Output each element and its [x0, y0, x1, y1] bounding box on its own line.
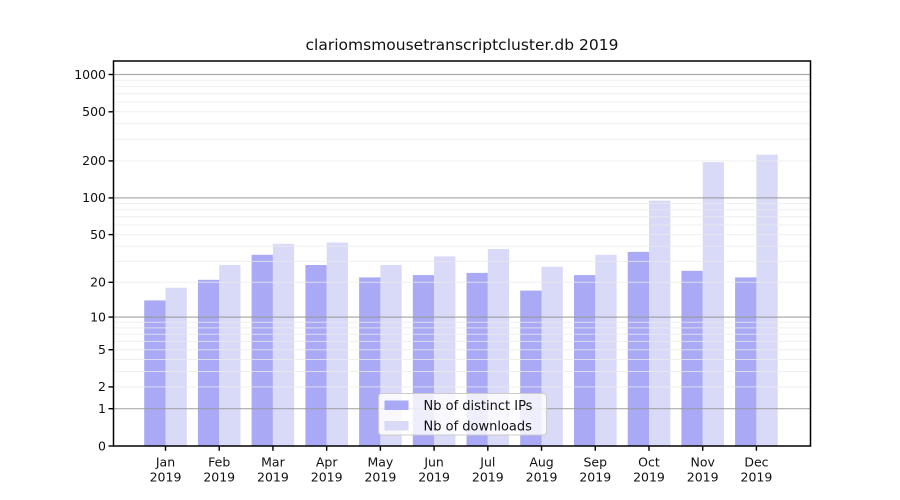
bar-ips-may [359, 277, 381, 446]
y-tick-label: 5 [98, 342, 106, 357]
bar-ips-sep [574, 275, 596, 446]
bar-ips-jan [144, 300, 166, 446]
x-tick-label-month: Jun [423, 455, 444, 470]
x-tick-label-year: 2019 [741, 470, 773, 485]
bar-ips-oct [627, 251, 649, 446]
y-tick-label: 200 [82, 153, 106, 168]
bar-ips-mar [251, 254, 273, 446]
x-tick-label-year: 2019 [150, 470, 182, 485]
bar-ips-apr [305, 265, 327, 446]
legend-label-ips: Nb of distinct IPs [424, 399, 533, 414]
x-tick-label-month: Nov [690, 455, 715, 470]
x-tick-label-month: Apr [316, 455, 338, 470]
x-tick-label-month: Feb [208, 455, 230, 470]
x-tick-label-year: 2019 [687, 470, 719, 485]
x-tick-label-month: Oct [638, 455, 660, 470]
x-tick-label-month: Dec [744, 455, 768, 470]
bar-downloads-oct [649, 200, 671, 446]
chart-title: clariomsmousetranscriptcluster.db 2019 [306, 36, 619, 54]
x-tick-label-month: Jan [155, 455, 175, 470]
x-tick-label-month: Sep [583, 455, 607, 470]
x-tick-label-year: 2019 [526, 470, 558, 485]
bar-downloads-apr [326, 242, 348, 446]
legend-label-downloads: Nb of downloads [424, 420, 533, 435]
x-tick-label-year: 2019 [311, 470, 343, 485]
y-tick-label: 1000 [74, 67, 106, 82]
bar-downloads-nov [702, 162, 724, 446]
legend-box [378, 393, 547, 436]
plot-border [112, 60, 812, 447]
x-tick-label-year: 2019 [579, 470, 611, 485]
bar-downloads-feb [219, 265, 241, 446]
bar-ips-dec [735, 277, 757, 446]
bar-downloads-jan [165, 287, 187, 446]
bar-downloads-mar [272, 243, 295, 446]
bar-downloads-sep [595, 254, 617, 446]
x-tick-label-year: 2019 [257, 470, 289, 485]
x-tick-label-year: 2019 [633, 470, 665, 485]
x-tick-label-year: 2019 [203, 470, 235, 485]
x-tick-label-year: 2019 [472, 470, 504, 485]
y-tick-label: 100 [82, 190, 106, 205]
x-tick-label-month: May [367, 455, 393, 470]
y-tick-label: 1 [98, 401, 106, 416]
y-tick-label: 20 [90, 275, 106, 290]
legend-swatch-downloads [384, 421, 409, 431]
y-tick-label: 10 [90, 309, 106, 324]
legend-swatch-ips [384, 400, 409, 410]
y-tick-label: 2 [98, 379, 106, 394]
x-tick-label-month: Aug [529, 455, 553, 470]
x-tick-label-year: 2019 [418, 470, 450, 485]
y-tick-label: 500 [82, 104, 106, 119]
y-tick-label: 50 [90, 227, 106, 242]
bar-downloads-dec [756, 154, 778, 446]
x-tick-label-year: 2019 [364, 470, 396, 485]
y-tick-label: 0 [98, 438, 106, 453]
bar-ips-nov [681, 270, 703, 446]
x-tick-label-month: Jul [479, 455, 495, 470]
bar-ips-feb [197, 279, 220, 446]
x-tick-label-month: Mar [261, 455, 285, 470]
